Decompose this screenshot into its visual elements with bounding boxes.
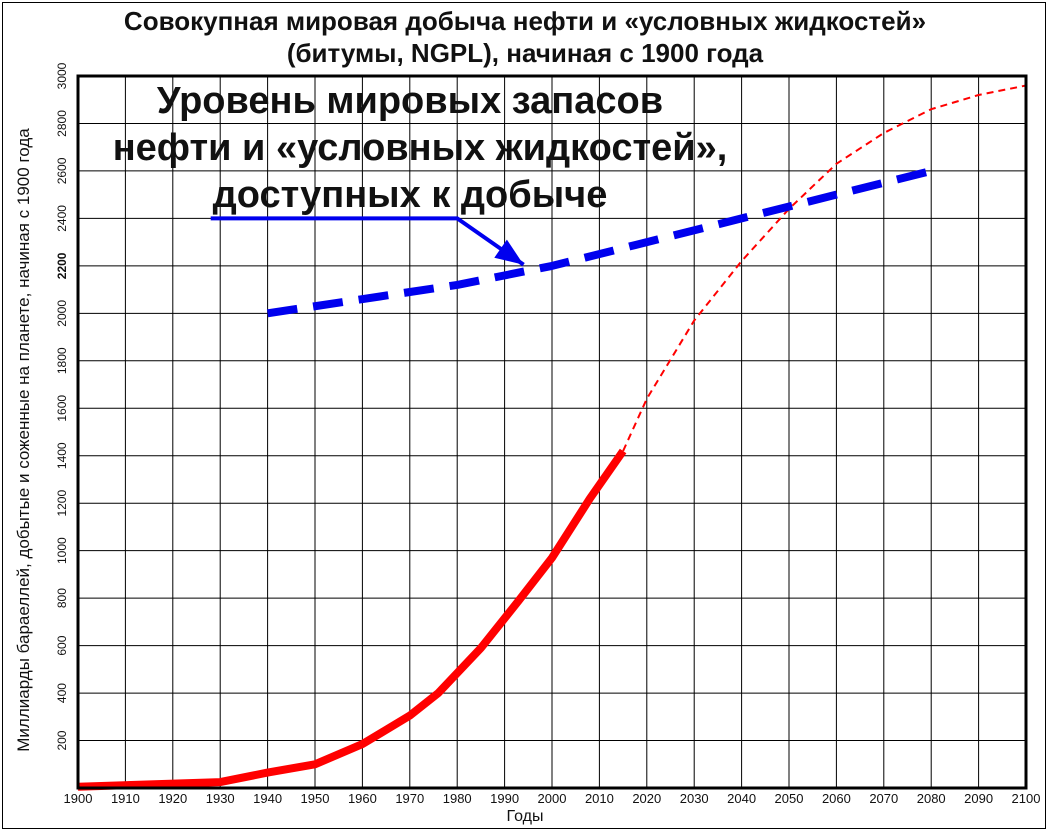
y-tick-label: 1400 — [55, 442, 69, 469]
x-tick-label: 1920 — [158, 791, 187, 806]
x-axis-label: Годы — [506, 808, 544, 825]
x-tick-label: 1970 — [395, 791, 424, 806]
plot-area-border — [76, 74, 1028, 790]
x-tick-label: 2040 — [727, 791, 756, 806]
x-tick-label: 2080 — [917, 791, 946, 806]
y-axis-label: Миллиарды бараеллей, добытые и соженные … — [14, 128, 33, 752]
x-tick-label: 2010 — [585, 791, 614, 806]
y-tick-label: 2800 — [55, 110, 69, 137]
x-tick-label: 1980 — [443, 791, 472, 806]
x-tick-label: 1900 — [64, 791, 93, 806]
arrow-head — [494, 239, 524, 265]
series-line-3 — [267, 167, 933, 318]
y-tick-label: 400 — [55, 683, 69, 703]
x-tick-label: 1940 — [253, 791, 282, 806]
y-tick-label: 1000 — [55, 537, 69, 564]
x-tick-label: 2100 — [1012, 791, 1041, 806]
y-tick-label: 1800 — [55, 347, 69, 374]
x-tick-label: 2050 — [775, 791, 804, 806]
y-tick-label: 600 — [55, 635, 69, 655]
annotation-line-3: доступных к добыче — [212, 174, 608, 216]
annotation-arrow — [210, 216, 525, 267]
arrow-line — [210, 216, 525, 267]
y-tick-label: 800 — [55, 588, 69, 608]
y-tick-label: 3000 — [55, 62, 69, 89]
x-tick-label: 1910 — [111, 791, 140, 806]
x-tick-label: 1990 — [490, 791, 519, 806]
y-tick-label: 1200 — [55, 490, 69, 517]
annotation-line-1: Уровень мировых запасов — [156, 80, 664, 122]
x-tick-label: 1960 — [348, 791, 377, 806]
y-tick-label: 1600 — [55, 395, 69, 422]
y-tick-label: 2200 — [55, 252, 69, 279]
x-tick-label: 2000 — [538, 791, 567, 806]
y-tick-label: 2400 — [55, 205, 69, 232]
chart-title-line-1: Совокупная мировая добыча нефти и «услов… — [123, 6, 927, 36]
y-tick-label: 200 — [55, 730, 69, 750]
x-tick-label: 1930 — [206, 791, 235, 806]
x-tick-label: 1950 — [301, 791, 330, 806]
series-group — [77, 84, 1027, 791]
grid — [78, 76, 1026, 788]
chart-title-line-2: (битумы, NGPL), начиная с 1900 года — [286, 38, 764, 68]
y-tick-label: 2600 — [55, 157, 69, 184]
series-line-2 — [622, 84, 1027, 452]
tick-labels: 1900 1910 1920 1930 1940 1950 1960 1970 1980 1990… — [55, 62, 1040, 806]
x-tick-label: 2030 — [680, 791, 709, 806]
series-line-1 — [77, 448, 627, 791]
x-tick-label: 2060 — [822, 791, 851, 806]
annotation-line-2: нефти и «условных жидкостей», — [112, 127, 728, 169]
y-tick-label: 2000 — [55, 300, 69, 327]
x-tick-label: 2090 — [964, 791, 993, 806]
x-tick-label: 2020 — [632, 791, 661, 806]
x-tick-label: 2070 — [869, 791, 898, 806]
